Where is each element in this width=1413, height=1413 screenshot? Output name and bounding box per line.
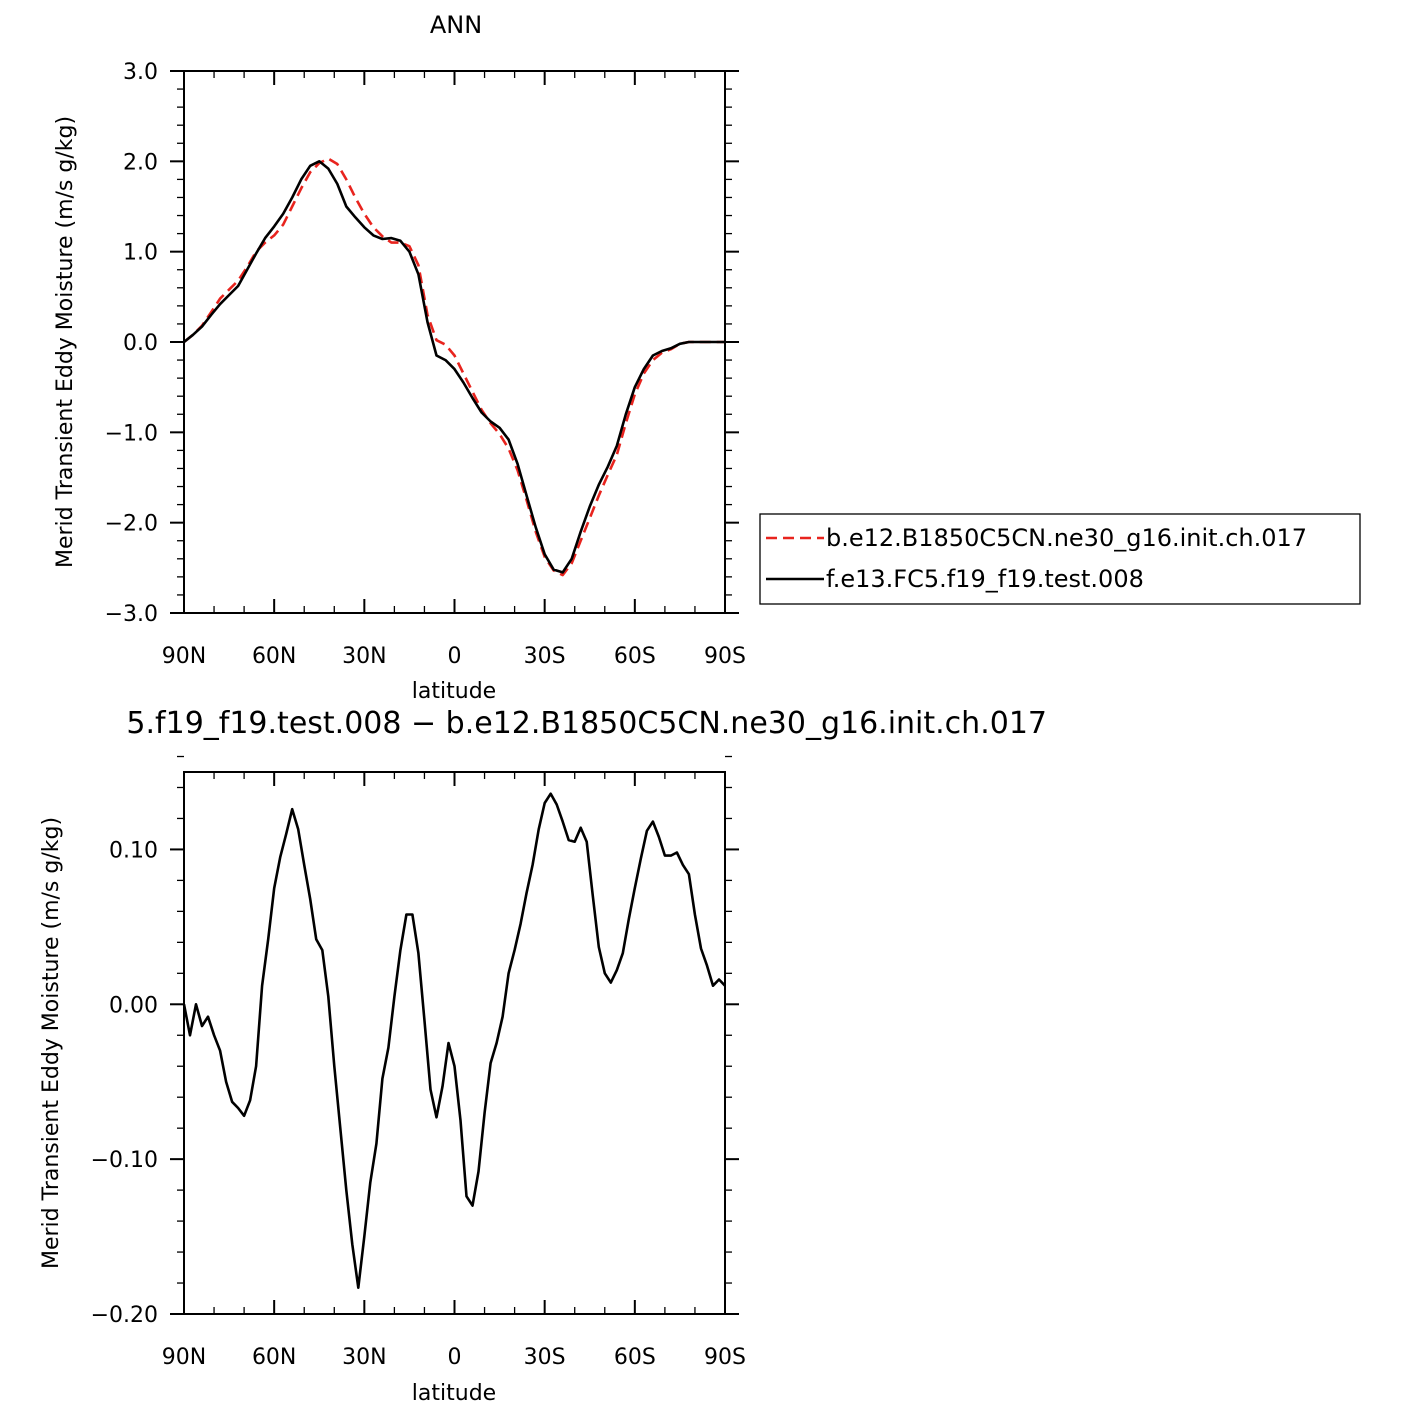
x-tick-label: 60N [252,1345,296,1370]
y-tick-label: −0.20 [91,1303,158,1328]
x-tick-label: 90S [704,644,746,669]
y-tick-label: −1.0 [105,421,158,446]
x-tick-label: 0 [448,1345,462,1370]
x-tick-label: 90N [162,644,206,669]
top-plot-frame [183,70,726,614]
bottom-major-ticks [170,772,739,1315]
top-series-line-1 [183,160,725,574]
x-tick-label: 90N [162,1345,206,1370]
top-series-lines [183,157,725,577]
top-chart-title: ANN [430,11,482,39]
x-tick-label: 30S [524,1345,566,1370]
bot-series-line-0 [182,792,726,1289]
x-tick-label: 60N [252,644,296,669]
bottom-minor-ticks [177,755,732,1314]
y-tick-label: 0.00 [109,993,158,1018]
legend-box [759,513,1361,605]
top-y-tick-labels: 3.0 2.0 1.0 0.0 −1.0 −2.0 −3.0 [105,60,158,627]
x-tick-label: 90S [704,1345,746,1370]
top-x-axis-label: latitude [412,679,496,704]
x-tick-label: 60S [614,644,656,669]
bottom-x-axis-label: latitude [412,1381,496,1406]
y-tick-label: 2.0 [123,150,158,175]
top-minor-ticks [177,71,732,613]
legend: b.e12.B1850C5CN.ne30_g16.init.ch.017 f.e… [759,513,1361,605]
top-y-axis-label: Merid Transient Eddy Moisture (m/s g/kg) [53,116,78,568]
y-tick-label: −2.0 [105,512,158,537]
top-major-ticks [170,70,739,614]
y-tick-label: −3.0 [105,602,158,627]
bottom-series-lines [182,792,726,1289]
bottom-chart-title: 5.f19_f19.test.008 − b.e12.B1850C5CN.ne3… [126,706,1047,741]
x-tick-label: 60S [614,1345,656,1370]
y-tick-label: 0.10 [109,838,158,863]
y-tick-label: −0.10 [91,1148,158,1173]
x-tick-label: 30S [524,644,566,669]
top-x-tick-labels: 90N 60N 30N 0 30S 60S 90S [162,644,746,669]
bottom-y-axis-label: Merid Transient Eddy Moisture (m/s g/kg) [39,817,64,1269]
bottom-y-tick-labels: 0.10 0.00 −0.10 −0.20 [91,838,158,1328]
legend-label-test: f.e13.FC5.f19_f19.test.008 [826,565,1144,593]
y-tick-label: 1.0 [123,241,158,266]
x-tick-label: 0 [448,644,462,669]
bottom-panel: 5.f19_f19.test.008 − b.e12.B1850C5CN.ne3… [39,706,1047,1406]
y-tick-label: 3.0 [123,60,158,85]
x-tick-label: 30N [342,644,386,669]
bottom-plot-frame [183,771,726,1315]
x-tick-label: 30N [342,1345,386,1370]
bottom-x-tick-labels: 90N 60N 30N 0 30S 60S 90S [162,1345,746,1370]
top-series-line-0 [183,157,725,577]
y-tick-label: 0.0 [123,331,158,356]
legend-label-control: b.e12.B1850C5CN.ne30_g16.init.ch.017 [826,524,1307,552]
top-panel: ANN 3.0 2.0 1.0 0.0 −1.0 −2.0 −3.0 90N 60N 30N 0 3… [53,11,746,704]
